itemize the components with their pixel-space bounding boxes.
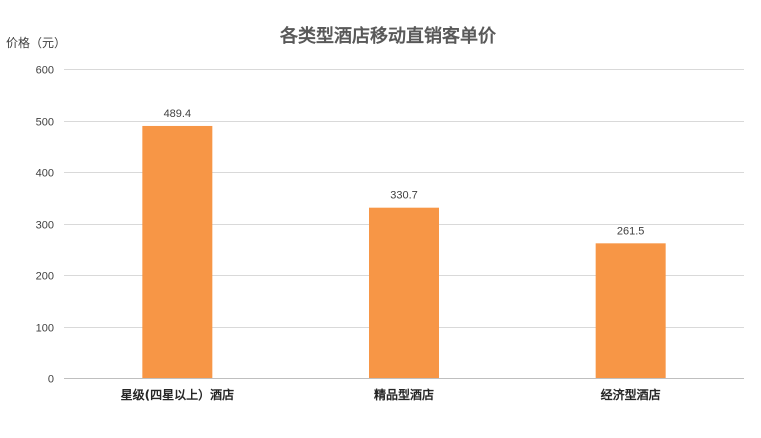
bar-2 (369, 207, 439, 378)
y-axis-label: 价格（元） (6, 35, 66, 50)
y-tick-label: 300 (36, 220, 54, 232)
y-tick-label: 200 (36, 271, 54, 283)
x-axis-categories: 星级(四星以上）酒店 精品型酒店 经济型酒店 (121, 387, 661, 402)
data-labels: 489.4 330.7 261.5 (164, 108, 645, 237)
y-tick-label: 500 (36, 117, 54, 129)
chart-title: 各类型酒店移动直销客单价 (279, 25, 497, 47)
category-label-2: 精品型酒店 (374, 387, 434, 402)
bars (142, 125, 666, 378)
bar-3 (595, 243, 666, 378)
data-label-2: 330.7 (390, 190, 418, 202)
data-label-1: 489.4 (164, 108, 192, 120)
y-tick-label: 400 (36, 168, 54, 180)
y-tick-label: 100 (36, 323, 54, 335)
y-tick-label: 600 (36, 65, 54, 77)
category-label-3: 经济型酒店 (601, 387, 661, 402)
y-axis-ticks: 0 100 200 300 400 500 600 (36, 65, 54, 386)
data-label-3: 261.5 (617, 225, 645, 237)
bar-1 (142, 125, 213, 378)
y-tick-label: 0 (48, 374, 54, 386)
category-label-1: 星级(四星以上）酒店 (121, 387, 235, 402)
